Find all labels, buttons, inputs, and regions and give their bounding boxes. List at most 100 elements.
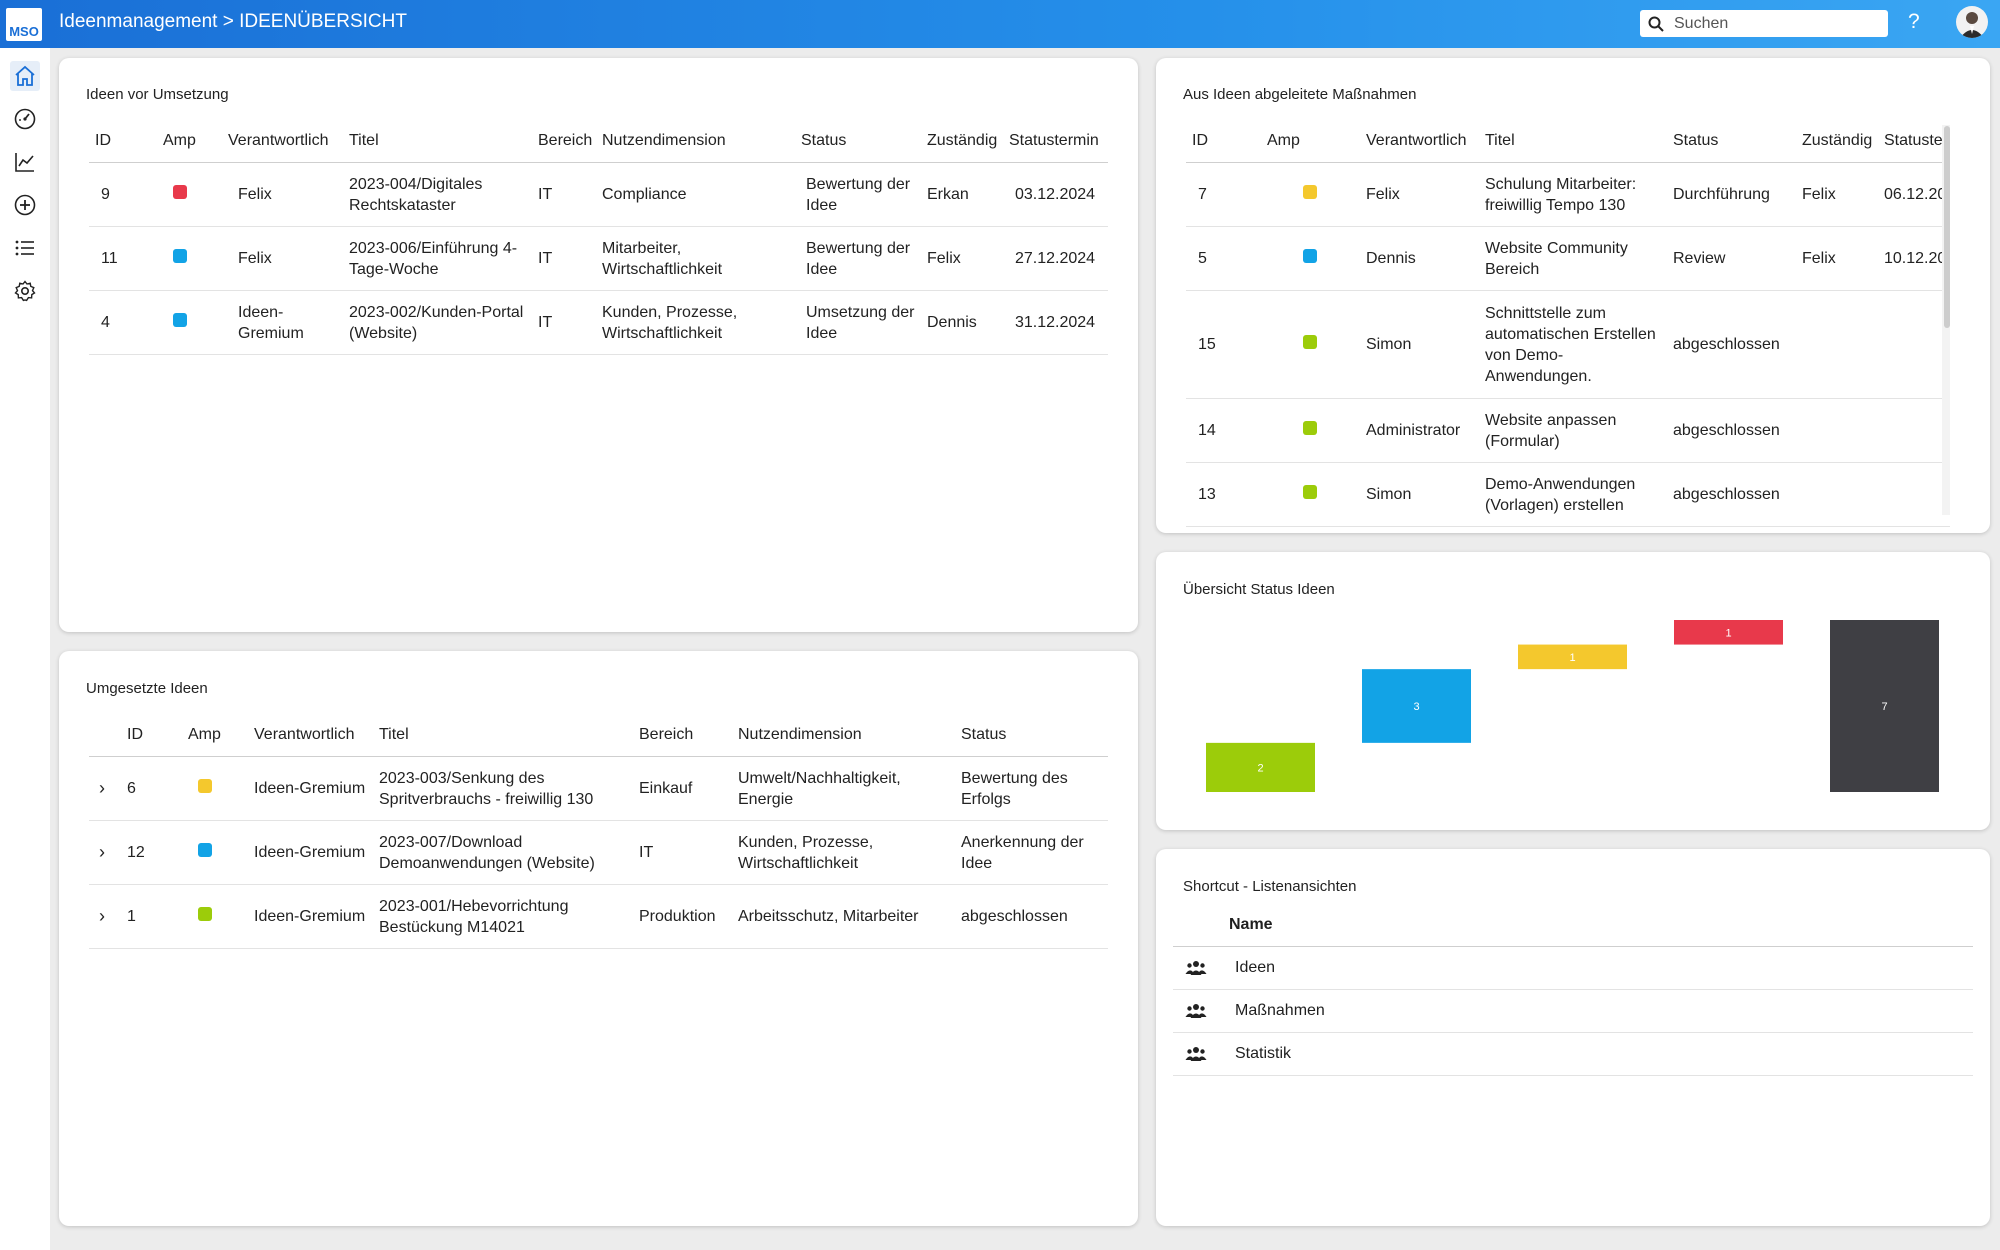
- expand-chevron-icon[interactable]: ›: [99, 905, 105, 926]
- search-icon: [1648, 16, 1664, 32]
- table-row[interactable]: 15 Simon Schnittstelle zum automatischen…: [1186, 290, 1950, 399]
- status-chart-card: Übersicht Status Ideen 2 3 1 1 7: [1156, 552, 1990, 830]
- add-circle-icon[interactable]: [10, 190, 40, 220]
- card-title: Shortcut - Listenansichten: [1183, 878, 1357, 895]
- cell-id: 13: [1186, 462, 1261, 527]
- column-header[interactable]: Amp: [157, 119, 222, 163]
- cell-verantwortlich: Ideen-Gremium: [248, 820, 373, 885]
- column-header[interactable]: Bereich: [532, 119, 596, 163]
- expand-chevron-icon[interactable]: ›: [99, 777, 105, 798]
- table-row[interactable]: 4 Ideen-Gremium 2023-002/Kunden-Portal (…: [89, 290, 1108, 355]
- table-row[interactable]: 9 Felix 2023-004/Digitales Rechtskataste…: [89, 162, 1108, 227]
- table-row[interactable]: 13 Simon Demo-Anwendungen (Vorlagen) ers…: [1186, 462, 1950, 527]
- ideen-vor-umsetzung-card: Ideen vor Umsetzung ID Amp Verantwortlic…: [59, 58, 1138, 632]
- column-header[interactable]: Nutzendimension: [596, 119, 795, 163]
- shortcut-item-ideen[interactable]: Ideen: [1173, 947, 1973, 990]
- scrollbar-thumb[interactable]: [1944, 126, 1950, 328]
- cell-bereich: Produktion: [633, 884, 732, 949]
- column-header[interactable]: Verantwortlich: [222, 119, 343, 163]
- column-header[interactable]: Statustermin: [1003, 119, 1108, 163]
- column-header[interactable]: Nutzendimension: [732, 713, 955, 757]
- dashboard-icon[interactable]: [10, 104, 40, 134]
- avatar[interactable]: [1956, 6, 1988, 38]
- expand-chevron-icon[interactable]: ›: [99, 841, 105, 862]
- column-header[interactable]: Statustermin: [1878, 119, 1950, 163]
- home-icon[interactable]: [10, 61, 40, 91]
- cell-titel: Schulung Mitarbeiter: freiwillig Tempo 1…: [1479, 162, 1667, 227]
- column-header[interactable]: Zuständig: [921, 119, 1003, 163]
- umgesetzte-ideen-card: Umgesetzte Ideen ID Amp Verantwortlich T…: [59, 651, 1138, 1226]
- column-header[interactable]: Verantwortlich: [248, 713, 373, 757]
- users-icon: [1185, 959, 1207, 977]
- shortcut-item-massnahmen[interactable]: Maßnahmen: [1173, 990, 1973, 1033]
- column-header[interactable]: Amp: [1261, 119, 1360, 163]
- cell-id: 12: [121, 820, 182, 885]
- cell-titel: Website Community Bereich: [1479, 226, 1667, 291]
- column-header[interactable]: Titel: [373, 713, 633, 757]
- status-light-blue: [1303, 249, 1317, 263]
- cell-termin: 10.12.2024: [1878, 226, 1950, 291]
- chart-bar[interactable]: [1674, 620, 1783, 645]
- column-header[interactable]: Verantwortlich: [1360, 119, 1479, 163]
- column-header[interactable]: Titel: [343, 119, 532, 163]
- column-header[interactable]: ID: [121, 713, 182, 757]
- cell-status: Durchführung: [1667, 162, 1796, 227]
- column-header[interactable]: Amp: [182, 713, 248, 757]
- chart-bar-label: 1: [1725, 627, 1731, 639]
- table-row[interactable]: › 12 Ideen-Gremium 2023-007/Download Dem…: [89, 820, 1108, 885]
- cell-id: 6: [121, 756, 182, 821]
- cell-bereich: Einkauf: [633, 756, 732, 821]
- cell-bereich: IT: [532, 290, 596, 355]
- top-bar: MSO Ideenmanagement > IDEENÜBERSICHT ?: [0, 0, 2000, 48]
- column-header[interactable]: Status: [795, 119, 921, 163]
- cell-nutzen: Kunden, Prozesse, Wirtschaftlichkeit: [732, 820, 955, 885]
- status-light-blue: [198, 843, 212, 857]
- column-header[interactable]: Bereich: [633, 713, 732, 757]
- chart-bar[interactable]: [1830, 620, 1939, 792]
- search-box[interactable]: [1640, 10, 1888, 37]
- chart-bar[interactable]: [1518, 644, 1627, 670]
- table-row[interactable]: › 6 Ideen-Gremium 2023-003/Senkung des S…: [89, 756, 1108, 821]
- column-header[interactable]: Name: [1229, 916, 1273, 933]
- column-header[interactable]: Zuständig: [1796, 119, 1878, 163]
- cell-titel: 2023-006/Einführung 4-Tage-Woche: [343, 226, 532, 291]
- card-title: Übersicht Status Ideen: [1183, 581, 1335, 598]
- chart-bar[interactable]: [1206, 742, 1315, 792]
- chart-bar[interactable]: [1362, 669, 1471, 743]
- cell-termin: [1878, 398, 1950, 463]
- massnahmen-scroll-area[interactable]: ID Amp Verantwortlich Titel Status Zustä…: [1186, 119, 1950, 533]
- cell-zustaendig: Felix: [921, 226, 1003, 291]
- cell-nutzen: Kunden, Prozesse, Wirtschaftlichkeit: [596, 290, 795, 355]
- status-light-yellow: [1303, 185, 1317, 199]
- table-row[interactable]: 5 Dennis Website Community Bereich Revie…: [1186, 226, 1950, 291]
- chart-line-icon[interactable]: [10, 147, 40, 177]
- shortcut-label: Statistik: [1235, 1045, 1292, 1062]
- column-header[interactable]: Status: [955, 713, 1108, 757]
- column-header[interactable]: Status: [1667, 119, 1796, 163]
- massnahmen-card: Aus Ideen abgeleitete Maßnahmen ID Amp V…: [1156, 58, 1990, 533]
- table-row[interactable]: 14 Administrator Website anpassen (Formu…: [1186, 398, 1950, 463]
- status-light-green: [1303, 335, 1317, 349]
- cell-verantwortlich: Simon: [1360, 462, 1479, 527]
- page-title: Ideenmanagement > IDEENÜBERSICHT: [59, 11, 407, 32]
- app-logo[interactable]: MSO: [6, 8, 42, 41]
- cell-id: 14: [1186, 398, 1261, 463]
- shortcut-card: Shortcut - Listenansichten: [1156, 849, 1990, 1226]
- list-icon[interactable]: [10, 233, 40, 263]
- users-icon: [1185, 1002, 1207, 1020]
- column-header[interactable]: Titel: [1479, 119, 1667, 163]
- cell-termin: [1878, 290, 1950, 399]
- shortcut-item-statistik[interactable]: Statistik: [1173, 1033, 1973, 1076]
- umgesetzte-ideen-table: ID Amp Verantwortlich Titel Bereich Nutz…: [89, 713, 1108, 949]
- cell-titel: Schnittstelle zum automatischen Erstelle…: [1479, 290, 1667, 399]
- chart-bar-label: 1: [1569, 652, 1575, 664]
- table-row[interactable]: 7 Felix Schulung Mitarbeiter: freiwillig…: [1186, 162, 1950, 227]
- settings-icon[interactable]: [10, 276, 40, 306]
- search-input[interactable]: [1672, 13, 1876, 34]
- column-header[interactable]: ID: [89, 119, 157, 163]
- table-row[interactable]: › 1 Ideen-Gremium 2023-001/Hebevorrichtu…: [89, 884, 1108, 949]
- help-icon[interactable]: ?: [1908, 10, 1920, 33]
- table-row[interactable]: 11 Felix 2023-006/Einführung 4-Tage-Woch…: [89, 226, 1108, 291]
- cell-status: Bewertung der Idee: [795, 226, 921, 291]
- column-header[interactable]: ID: [1186, 119, 1261, 163]
